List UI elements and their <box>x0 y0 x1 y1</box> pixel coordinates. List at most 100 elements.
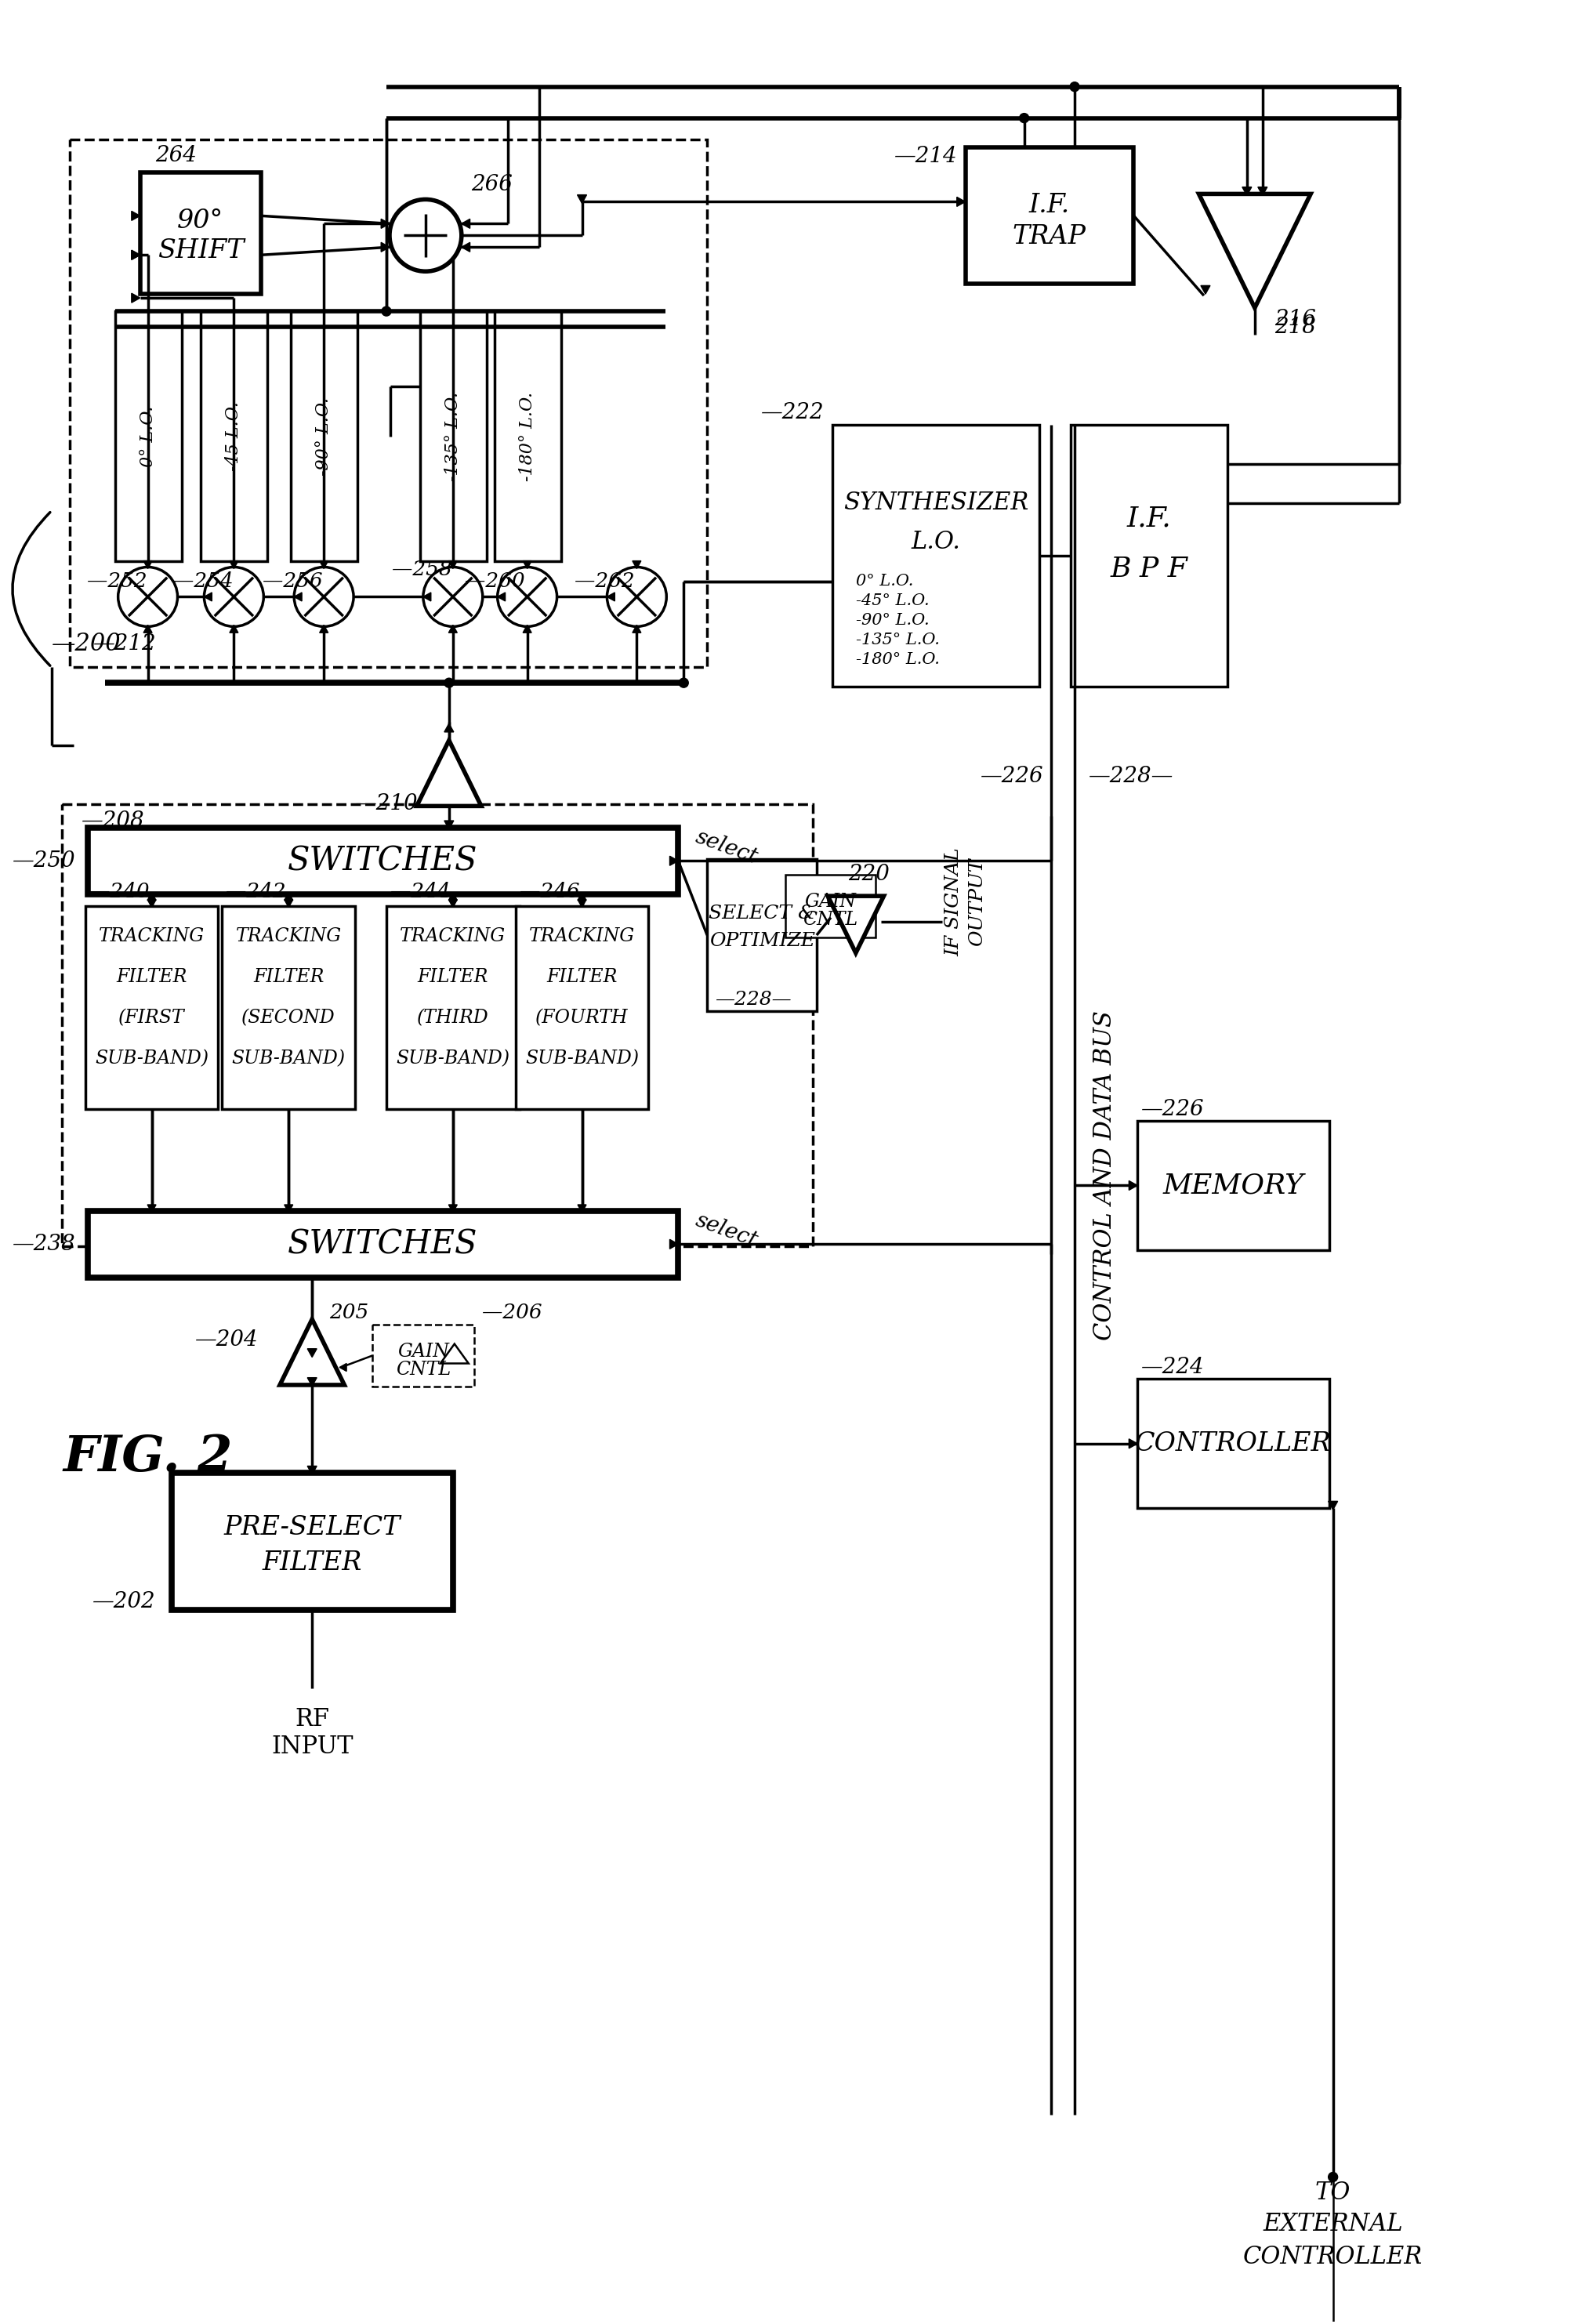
Bar <box>62 804 813 1246</box>
Circle shape <box>381 307 391 316</box>
Text: TRACKING: TRACKING <box>529 927 635 946</box>
Text: FILTER: FILTER <box>262 1550 362 1576</box>
Text: -135° L.O.: -135° L.O. <box>856 632 940 648</box>
Text: L.O.: L.O. <box>912 530 961 553</box>
Polygon shape <box>381 242 389 251</box>
Text: (THIRD: (THIRD <box>418 1009 489 1027</box>
Bar <box>202 311 267 562</box>
Text: —262: —262 <box>575 572 634 590</box>
Polygon shape <box>230 560 238 569</box>
Circle shape <box>294 567 354 627</box>
Bar <box>172 1473 453 1611</box>
Text: (FOURTH: (FOURTH <box>535 1009 629 1027</box>
Text: select: select <box>692 1211 761 1253</box>
Text: 266: 266 <box>472 174 513 195</box>
Bar <box>707 860 816 1011</box>
Polygon shape <box>632 560 642 569</box>
Text: IF SIGNAL: IF SIGNAL <box>945 848 962 955</box>
Polygon shape <box>284 892 292 899</box>
Circle shape <box>607 567 667 627</box>
Text: -45 L.O.: -45 L.O. <box>225 402 243 472</box>
Text: 218: 218 <box>1274 316 1316 337</box>
Polygon shape <box>607 593 615 602</box>
Text: FILTER: FILTER <box>418 969 489 985</box>
Polygon shape <box>132 211 140 221</box>
Text: —206: —206 <box>481 1304 542 1322</box>
Bar <box>494 311 561 562</box>
Text: TO: TO <box>1315 2180 1351 2205</box>
Text: GAIN: GAIN <box>805 892 856 911</box>
Polygon shape <box>1201 286 1210 295</box>
Text: SUB-BAND): SUB-BAND) <box>95 1050 208 1067</box>
Polygon shape <box>670 1239 678 1248</box>
Text: —228—: —228— <box>715 990 791 1009</box>
Text: SWITCHES: SWITCHES <box>287 844 478 876</box>
Polygon shape <box>1328 1501 1337 1511</box>
Text: CONTROL AND DATA BUS: CONTROL AND DATA BUS <box>1093 1011 1116 1341</box>
Polygon shape <box>284 899 292 906</box>
Text: CONTROLLER: CONTROLLER <box>1243 2245 1423 2268</box>
Text: CNTL: CNTL <box>804 911 858 930</box>
Bar <box>386 906 519 1109</box>
Text: 0° L.O.: 0° L.O. <box>140 407 157 467</box>
Polygon shape <box>522 625 532 632</box>
Text: —242: —242 <box>225 881 286 902</box>
Polygon shape <box>632 625 642 632</box>
Text: 205: 205 <box>329 1304 368 1322</box>
Text: SUB-BAND): SUB-BAND) <box>395 1050 510 1067</box>
Text: TRACKING: TRACKING <box>400 927 507 946</box>
Text: B P F: B P F <box>1110 555 1188 583</box>
Text: -90° L.O.: -90° L.O. <box>314 397 332 476</box>
Polygon shape <box>143 560 152 569</box>
Text: FILTER: FILTER <box>252 969 324 985</box>
Text: RF: RF <box>295 1708 329 1731</box>
Text: SYNTHESIZER: SYNTHESIZER <box>843 490 1029 516</box>
Circle shape <box>445 679 454 688</box>
Text: PRE-SELECT: PRE-SELECT <box>224 1515 400 1541</box>
Polygon shape <box>422 593 430 602</box>
Polygon shape <box>132 251 140 260</box>
Bar <box>372 1325 475 1387</box>
Text: 220: 220 <box>848 865 889 885</box>
Text: -90° L.O.: -90° L.O. <box>856 614 929 627</box>
Text: (SECOND: (SECOND <box>241 1009 335 1027</box>
Text: —208: —208 <box>81 811 145 832</box>
Text: TRAP: TRAP <box>1013 225 1086 249</box>
Polygon shape <box>827 897 885 953</box>
Polygon shape <box>308 1348 316 1357</box>
Polygon shape <box>132 293 140 302</box>
Text: —252: —252 <box>87 572 146 590</box>
Text: SUB-BAND): SUB-BAND) <box>526 1050 638 1067</box>
Text: SWITCHES: SWITCHES <box>287 1227 478 1260</box>
Polygon shape <box>445 820 454 830</box>
Polygon shape <box>148 1204 156 1213</box>
Bar <box>966 146 1134 284</box>
Text: 90°: 90° <box>178 209 224 235</box>
Bar <box>87 1211 678 1278</box>
Polygon shape <box>1199 193 1310 307</box>
Polygon shape <box>462 242 470 251</box>
Text: (FIRST: (FIRST <box>119 1009 184 1027</box>
Text: FILTER: FILTER <box>116 969 187 985</box>
Polygon shape <box>205 593 211 602</box>
Bar <box>421 311 486 562</box>
Polygon shape <box>230 625 238 632</box>
Text: -180° L.O.: -180° L.O. <box>856 653 940 667</box>
Text: 264: 264 <box>156 144 197 167</box>
Text: —226: —226 <box>980 767 1043 788</box>
Polygon shape <box>670 855 678 865</box>
Text: TRACKING: TRACKING <box>98 927 205 946</box>
Text: CNTL: CNTL <box>395 1360 451 1378</box>
Polygon shape <box>1258 186 1267 195</box>
Text: GAIN: GAIN <box>397 1343 449 1362</box>
Polygon shape <box>462 218 470 228</box>
Bar <box>70 139 707 667</box>
Polygon shape <box>448 892 457 899</box>
Polygon shape <box>448 899 457 906</box>
Text: 0° L.O.: 0° L.O. <box>856 574 913 588</box>
Polygon shape <box>448 560 457 569</box>
Text: —224: —224 <box>1142 1357 1205 1378</box>
Text: —212: —212 <box>94 632 156 655</box>
Text: —258: —258 <box>392 560 453 579</box>
Polygon shape <box>319 625 329 632</box>
